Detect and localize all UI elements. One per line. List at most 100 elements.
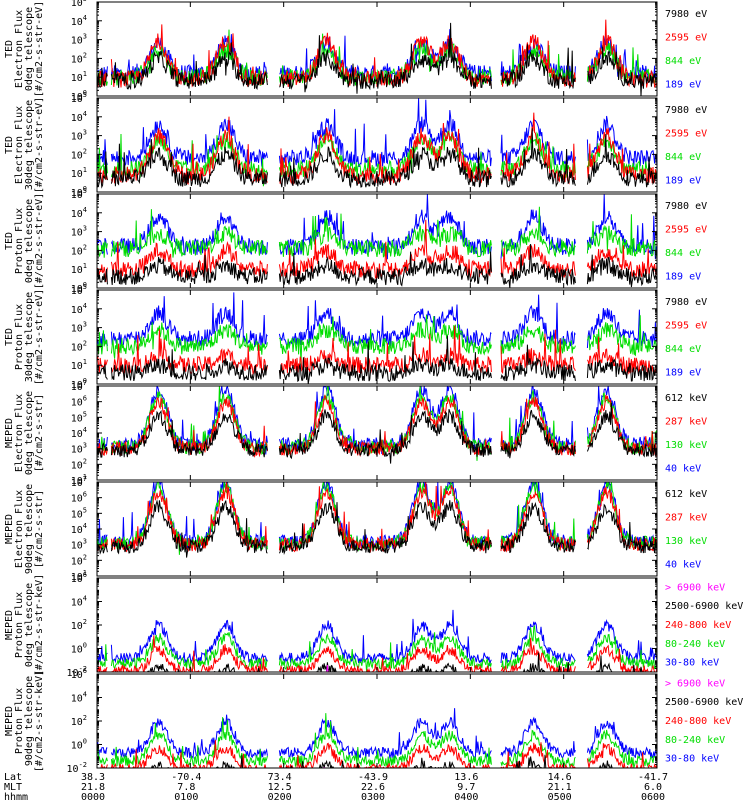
legend-entry: 612 keV [665, 393, 707, 404]
legend-entry: 287 keV [665, 416, 707, 427]
y-axis-label: MEPED [4, 418, 15, 448]
series-trace-2 [97, 206, 657, 258]
series-trace-2 [97, 713, 657, 768]
y-axis-label: 90deg telescope [24, 484, 35, 574]
y-axis-label: MEPED [4, 706, 15, 736]
legend-entry: 80-240 keV [665, 735, 725, 746]
series-trace-4 [97, 499, 657, 558]
x-tick-lat: 14.6 [548, 772, 572, 783]
legend-entry: 30-80 keV [665, 754, 719, 765]
y-tick-label: 103 [71, 442, 87, 456]
y-tick-label: 103 [71, 225, 87, 239]
y-tick-label: 102 [71, 457, 87, 471]
x-tick-mlt: 21.8 [81, 782, 105, 793]
y-tick-label: 104 [71, 14, 87, 28]
legend-entry: 2500-6900 keV [665, 601, 743, 612]
legend-entry: 30-80 keV [665, 658, 719, 669]
series-trace-3 [97, 740, 657, 768]
x-axis-row-label: Lat [4, 772, 22, 783]
series-trace-1 [97, 609, 657, 667]
y-tick-label: 103 [71, 321, 87, 335]
y-tick-label: 101 [71, 262, 87, 276]
y-axis-label: [#/cm2-s-str-keV] [34, 670, 45, 772]
legend-entry: 2595 eV [665, 320, 707, 331]
y-tick-label: 103 [71, 129, 87, 143]
series-trace-4 [97, 402, 657, 464]
y-tick-label: 106 [71, 667, 87, 681]
legend-entry: 7980 eV [665, 9, 707, 20]
legend-entry: 7980 eV [665, 105, 707, 116]
y-axis-label: [#/cm2-s-str-keV] [34, 574, 45, 676]
x-tick-mlt: 7.8 [177, 782, 195, 793]
y-axis-label: [#/cm2-s-str-eV] [34, 289, 45, 385]
y-tick-label: 104 [71, 110, 87, 124]
x-tick-lat: -70.4 [171, 772, 201, 783]
y-axis-label: [#/cm2-s-str] [34, 394, 45, 472]
y-axis-label: Proton Flux [14, 592, 25, 658]
series-trace-4 [97, 128, 657, 189]
legend-entry: 7980 eV [665, 201, 707, 212]
y-axis-label: 30deg telescope [24, 100, 35, 190]
series-trace-4 [97, 335, 657, 384]
legend-entry: 844 eV [665, 152, 701, 163]
y-tick-label: 104 [71, 206, 87, 220]
legend-entry: 7980 eV [665, 297, 707, 308]
y-axis-label: Electron Flux [14, 106, 25, 184]
series-trace-3 [97, 219, 657, 282]
y-tick-label: 102 [71, 147, 87, 161]
legend-entry: 40 keV [665, 559, 701, 570]
y-axis-label: TED [4, 232, 15, 250]
x-tick-mlt: 6.0 [644, 782, 662, 793]
x-axis-row-label: hhmm [4, 792, 28, 800]
y-tick-label: 104 [71, 522, 87, 536]
y-tick-label: 102 [71, 51, 87, 65]
series-trace-3 [97, 482, 657, 553]
y-axis-label: MEPED [4, 610, 15, 640]
y-tick-label: 104 [71, 595, 87, 609]
x-tick-lat: 38.3 [81, 772, 105, 783]
y-tick-label: 101 [71, 70, 87, 84]
x-tick-hhmm: 0300 [361, 792, 385, 800]
y-axis-label: 30deg telescope [24, 292, 35, 382]
legend-entry: 189 eV [665, 367, 701, 378]
y-axis-label: Proton Flux [14, 688, 25, 754]
legend-entry: 189 eV [665, 175, 701, 186]
series-trace-1 [97, 708, 657, 761]
y-tick-label: 105 [71, 0, 87, 9]
x-tick-hhmm: 0500 [548, 792, 572, 800]
legend-entry: 40 keV [665, 463, 701, 474]
series-trace-4 [97, 243, 657, 288]
x-tick-hhmm: 0000 [81, 792, 105, 800]
x-tick-lat: -41.7 [638, 772, 668, 783]
y-axis-label: Electron Flux [14, 394, 25, 472]
legend-entry: 2595 eV [665, 224, 707, 235]
legend-entry: 189 eV [665, 79, 701, 90]
x-tick-hhmm: 0200 [268, 792, 292, 800]
y-axis-label: 0deg telescope [24, 583, 35, 667]
y-tick-label: 105 [71, 283, 87, 297]
x-tick-hhmm: 0400 [454, 792, 478, 800]
y-tick-label: 102 [71, 339, 87, 353]
y-tick-label: 105 [71, 410, 87, 424]
y-tick-label: 104 [71, 302, 87, 316]
y-axis-label: [#/cm2-s-str-eV] [34, 97, 45, 193]
legend-entry: > 6900 keV [665, 582, 725, 593]
y-tick-label: 105 [71, 187, 87, 201]
y-axis-label: 0deg telescope [24, 199, 35, 283]
y-tick-label: 101 [71, 358, 87, 372]
y-axis-label: 0deg telescope [24, 391, 35, 475]
legend-entry: 2595 eV [665, 32, 707, 43]
x-tick-mlt: 22.6 [361, 782, 385, 793]
series-trace-2 [97, 624, 657, 672]
x-tick-mlt: 12.5 [268, 782, 292, 793]
y-tick-label: 102 [71, 618, 87, 632]
y-axis-label: [#/cm2-s-str-eV] [34, 193, 45, 289]
legend-entry: 287 keV [665, 512, 707, 523]
